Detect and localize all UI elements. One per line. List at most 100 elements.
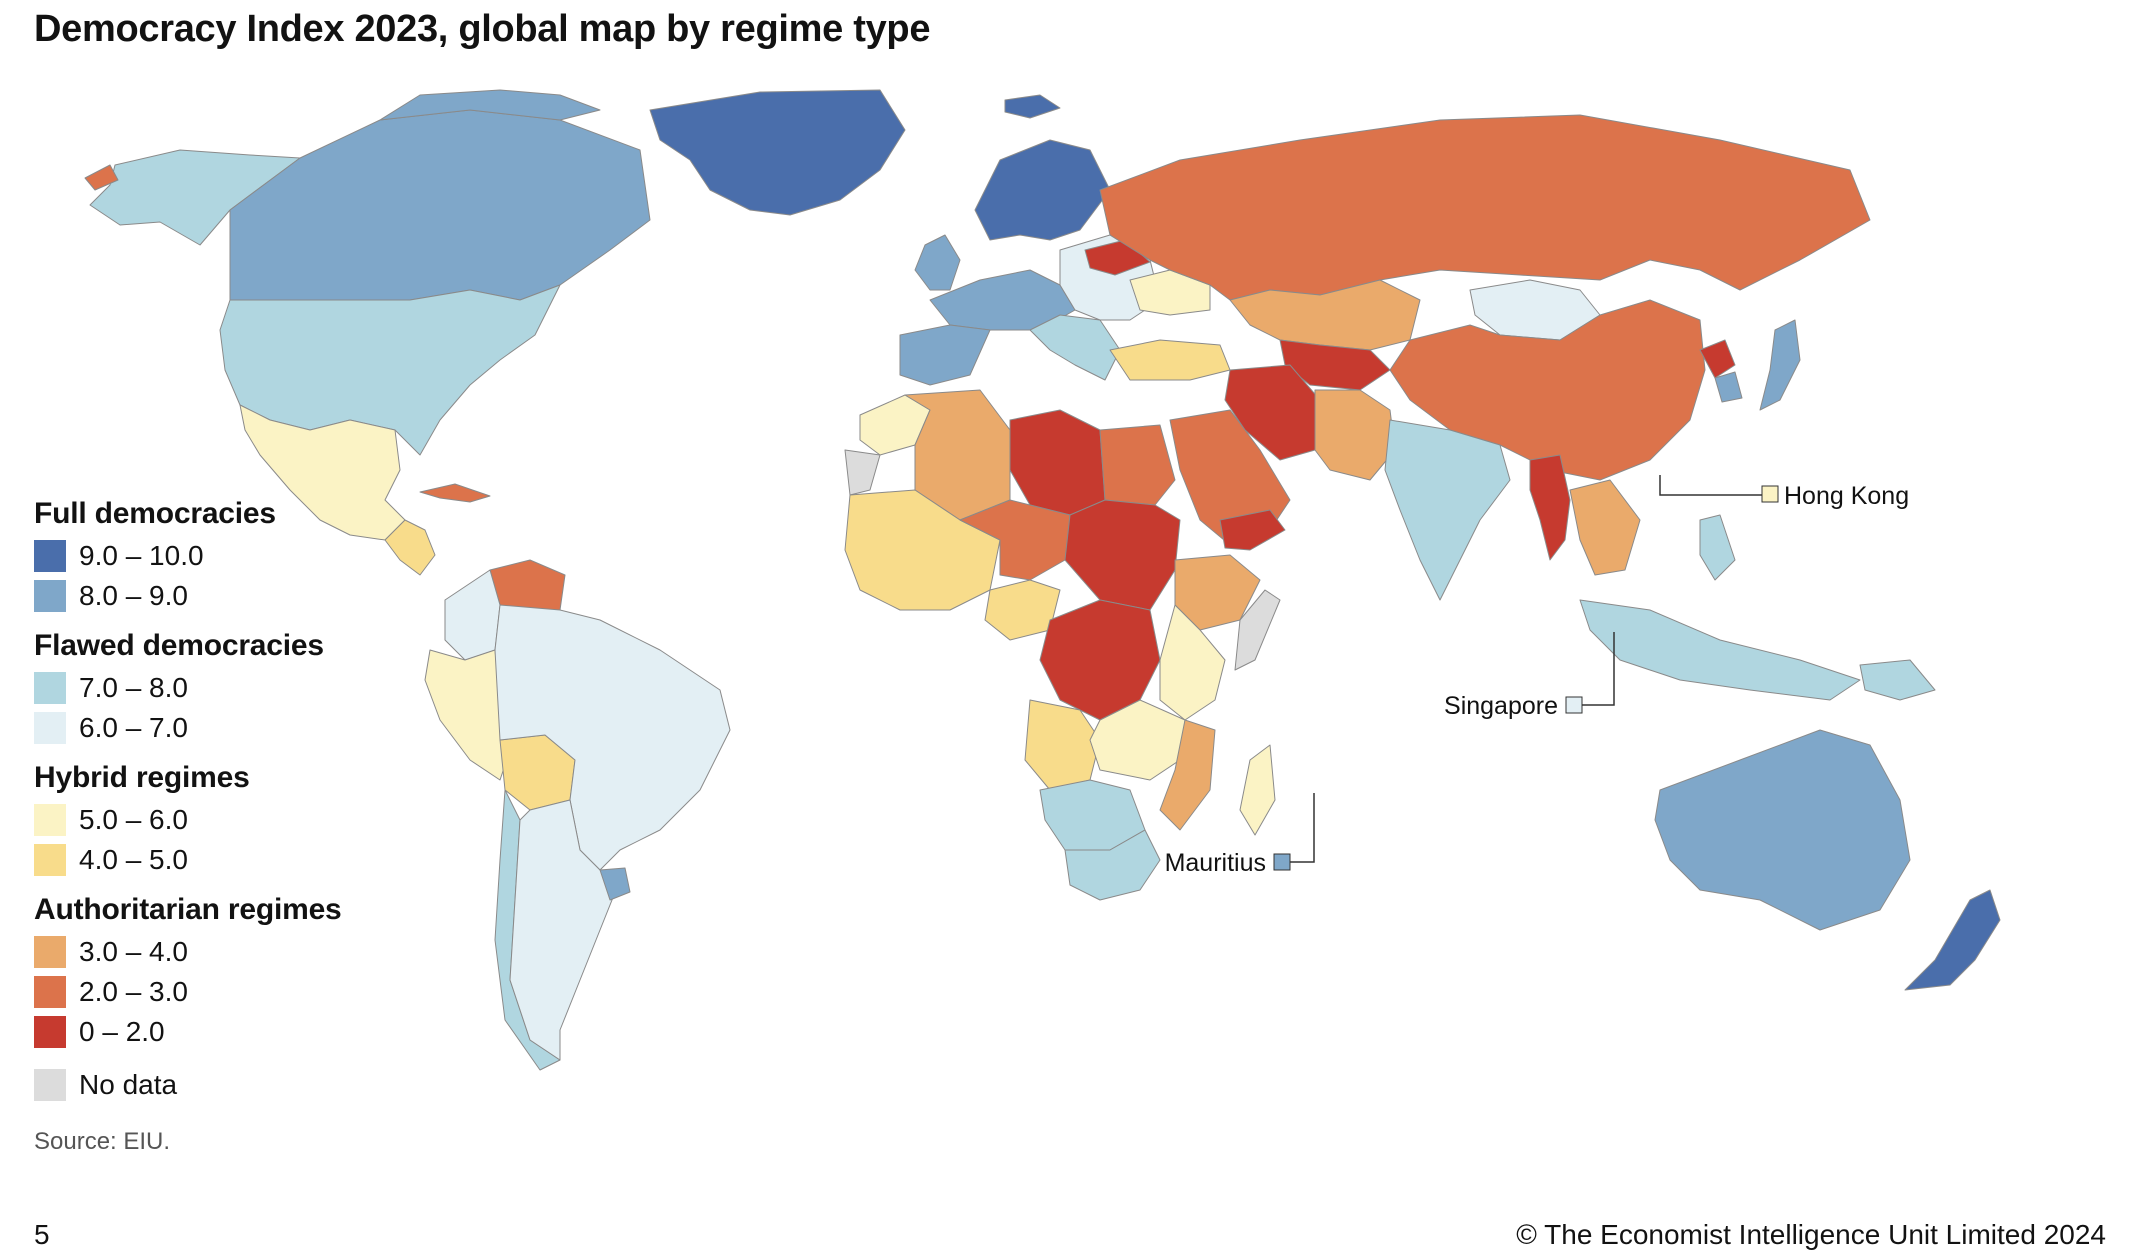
legend-label: 9.0 – 10.0: [79, 540, 204, 571]
mauritius-swatch: [1273, 853, 1291, 871]
callout-hong-kong: Hong Kong: [1659, 475, 1909, 510]
region-brazil: [494, 604, 731, 871]
legend-label: 3.0 – 4.0: [79, 936, 188, 967]
region-east-africa: [1159, 604, 1226, 721]
region-russia: [1099, 114, 1871, 301]
legend-item: 9.0 – 10.0: [34, 536, 394, 576]
region-afghanistan-pakistan: [1314, 389, 1396, 481]
legend-item: 7.0 – 8.0: [34, 668, 394, 708]
legend-swatch: [34, 844, 66, 876]
legend: Full democracies 9.0 – 10.0 8.0 – 9.0 Fl…: [34, 497, 394, 1105]
legend-heading: Authoritarian regimes: [34, 893, 342, 926]
legend-group-flawed-democracies: Flawed democracies 7.0 – 8.0 6.0 – 7.0: [34, 629, 394, 748]
copyright-notice: © The Economist Intelligence Unit Limite…: [1516, 1219, 2106, 1250]
region-mozambique: [1159, 719, 1216, 831]
legend-label: 0 – 2.0: [79, 1016, 165, 1047]
hong-kong-leader-line: [1659, 475, 1762, 496]
legend-item: 3.0 – 4.0: [34, 932, 394, 972]
region-iberia: [899, 324, 991, 386]
region-sudan-chad: [1064, 499, 1181, 611]
legend-item: 2.0 – 3.0: [34, 972, 394, 1012]
legend-swatch: [34, 580, 66, 612]
region-south-korea: [1714, 371, 1743, 403]
mauritius-leader-line: [1290, 793, 1315, 863]
region-iran: [1224, 364, 1321, 461]
hong-kong-label: Hong Kong: [1784, 482, 1909, 510]
legend-swatch: [34, 976, 66, 1008]
region-uk-ireland: [914, 234, 961, 291]
legend-label: 5.0 – 6.0: [79, 804, 188, 835]
legend-swatch: [34, 936, 66, 968]
legend-group-full-democracies: Full democracies 9.0 – 10.0 8.0 – 9.0: [34, 497, 394, 616]
region-colombia: [444, 569, 501, 661]
legend-label: No data: [79, 1069, 178, 1100]
callout-mauritius: Mauritius: [1165, 793, 1315, 877]
region-scandinavia: [974, 139, 1111, 241]
source-note: Source: EIU.: [34, 1128, 171, 1155]
singapore-label: Singapore: [1444, 692, 1558, 720]
singapore-swatch: [1565, 696, 1583, 714]
region-canadian-arctic: [379, 89, 601, 121]
singapore-leader-line: [1582, 632, 1615, 706]
region-new-zealand: [1904, 889, 2001, 991]
hong-kong-swatch: [1761, 485, 1779, 503]
legend-heading: Hybrid regimes: [34, 761, 250, 794]
legend-item: 6.0 – 7.0: [34, 708, 394, 748]
page-number: 5: [34, 1219, 50, 1250]
region-uruguay: [599, 867, 631, 901]
chart-title: Democracy Index 2023, global map by regi…: [34, 8, 931, 50]
region-turkey: [1109, 339, 1231, 381]
legend-label: 4.0 – 5.0: [79, 844, 188, 875]
region-indochina: [1569, 479, 1641, 576]
region-greenland: [649, 89, 906, 216]
legend-swatch: [34, 540, 66, 572]
legend-heading: Flawed democracies: [34, 629, 324, 662]
legend-swatch: [34, 712, 66, 744]
callout-singapore: Singapore: [1444, 632, 1615, 720]
region-north-korea: [1699, 339, 1736, 379]
legend-item: 5.0 – 6.0: [34, 800, 394, 840]
region-china: [1389, 299, 1706, 481]
legend-item: 8.0 – 9.0: [34, 576, 394, 616]
region-egypt: [1099, 424, 1176, 506]
region-japan: [1759, 319, 1801, 411]
region-india: [1384, 419, 1511, 601]
region-myanmar: [1529, 454, 1571, 561]
legend-label: 2.0 – 3.0: [79, 976, 188, 1007]
region-australia: [1654, 729, 1911, 931]
legend-swatch: [34, 1016, 66, 1048]
region-southern-central: [1089, 699, 1186, 781]
legend-label: 7.0 – 8.0: [79, 672, 188, 703]
region-aleutian-russia-tip: [84, 164, 119, 191]
region-south-africa: [1064, 829, 1161, 901]
region-somalia: [1234, 589, 1281, 671]
region-central-america: [384, 519, 436, 576]
region-alaska: [89, 149, 301, 246]
region-png: [1859, 659, 1936, 701]
region-cuba: [419, 483, 491, 503]
legend-heading: Full democracies: [34, 497, 276, 530]
region-iceland: [1004, 94, 1061, 119]
region-malaysia-indonesia: [1579, 599, 1861, 701]
region-libya: [1009, 409, 1106, 516]
region-west-africa: [844, 489, 1001, 611]
legend-swatch: [34, 672, 66, 704]
legend-group-hybrid-regimes: Hybrid regimes 5.0 – 6.0 4.0 – 5.0: [34, 761, 394, 880]
legend-group-authoritarian-regimes: Authoritarian regimes 3.0 – 4.0 2.0 – 3.…: [34, 893, 394, 1052]
region-philippines: [1699, 514, 1736, 581]
legend-item: 4.0 – 5.0: [34, 840, 394, 880]
legend-label: 8.0 – 9.0: [79, 580, 188, 611]
region-western-sahara: [844, 449, 881, 496]
legend-swatch: [34, 804, 66, 836]
region-madagascar: [1239, 744, 1276, 836]
region-italy-balkans: [1029, 314, 1121, 381]
region-canada: [229, 109, 651, 301]
legend-item-no-data: No data: [34, 1065, 394, 1105]
mauritius-label: Mauritius: [1165, 849, 1266, 877]
region-argentina: [509, 799, 621, 1061]
legend-swatch: [34, 1069, 66, 1101]
legend-label: 6.0 – 7.0: [79, 712, 188, 743]
legend-item: 0 – 2.0: [34, 1012, 394, 1052]
region-yemen: [1219, 509, 1286, 551]
